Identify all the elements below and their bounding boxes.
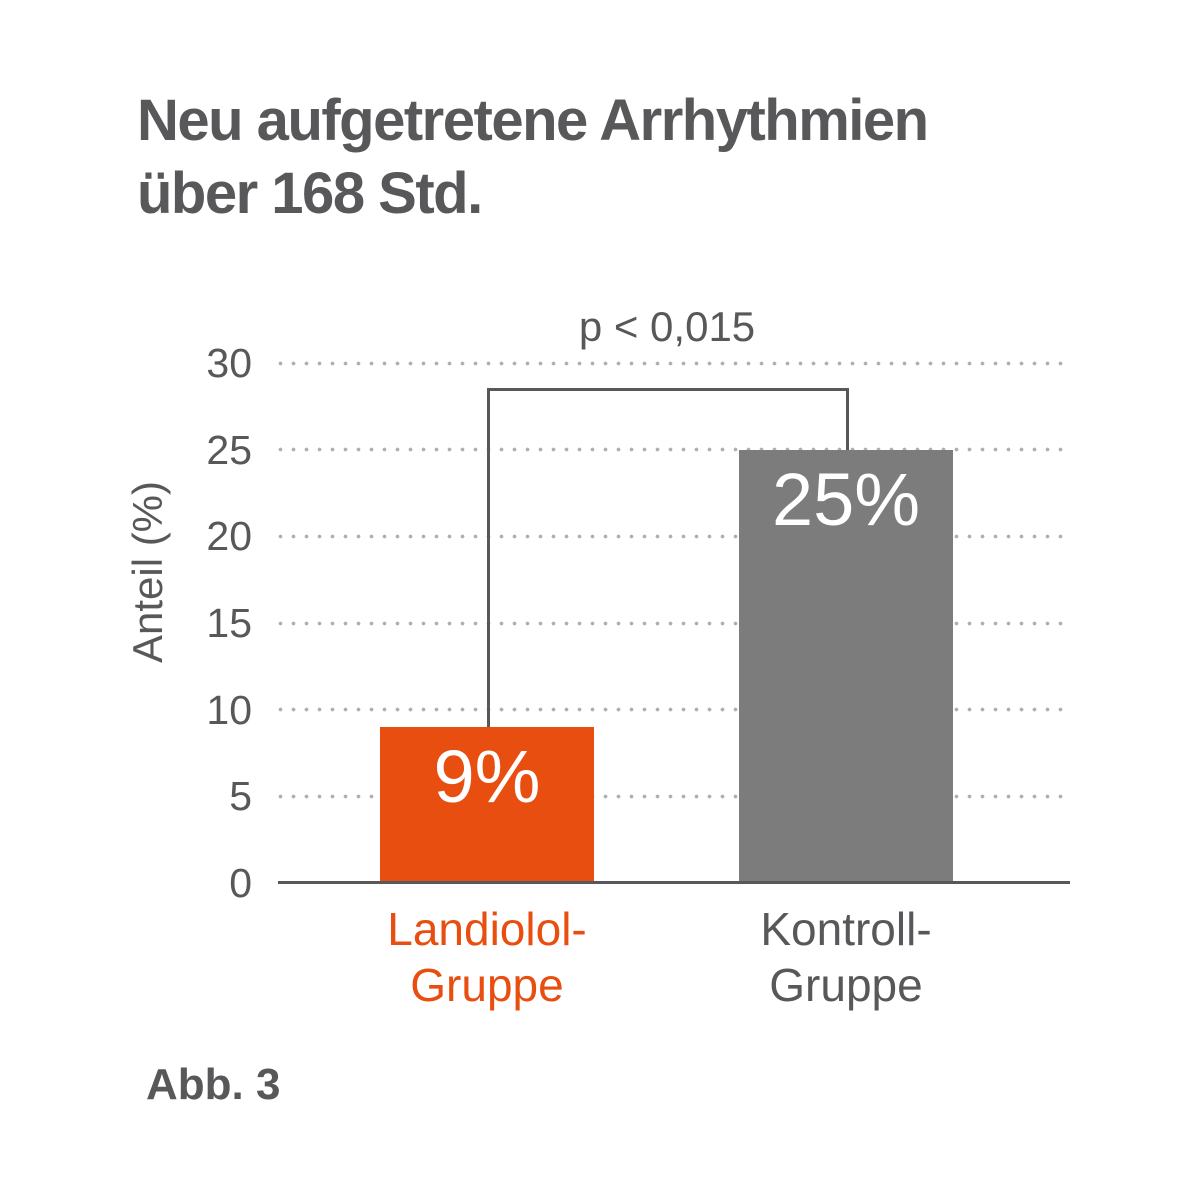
x-axis-line [278, 881, 1070, 884]
chart-title-line1: Neu aufgetretene Arrhythmien [137, 88, 929, 153]
x-axis-label-line: Gruppe [410, 959, 564, 1011]
y-tick-label-20: 20 [206, 513, 252, 560]
gridline-25 [278, 447, 1070, 453]
p-value-annotation: p < 0,015 [578, 303, 756, 350]
figure-caption: Abb. 3 [146, 1060, 281, 1109]
bracket-right-vertical [846, 388, 849, 450]
bar-kontroll-gruppe: 25% [739, 449, 953, 883]
x-axis-label-kontroll-gruppe: Kontroll- Gruppe [666, 901, 1026, 1013]
x-axis-label-line: Landiolol- [387, 903, 587, 955]
chart-title-line2: über 168 Std. [137, 161, 483, 226]
chart-title: Neu aufgetretene Arrhythmien über 168 St… [137, 84, 929, 230]
x-axis-label-line: Gruppe [769, 959, 923, 1011]
bracket-horizontal [487, 388, 849, 391]
gridline-5 [278, 793, 1070, 799]
y-tick-label-25: 25 [206, 426, 252, 473]
bar-landiolol-gruppe: 9% [380, 727, 594, 883]
gridline-20 [278, 533, 1070, 539]
y-tick-label-5: 5 [229, 773, 252, 820]
y-tick-label-10: 10 [206, 686, 252, 733]
bracket-left-vertical [487, 388, 490, 727]
x-axis-label-line: Kontroll- [760, 903, 932, 955]
gridline-30 [278, 360, 1070, 366]
gridline-10 [278, 707, 1070, 713]
y-tick-label-0: 0 [229, 860, 252, 906]
bar-value-label: 9% [433, 735, 541, 818]
y-tick-label-15: 15 [206, 600, 252, 646]
bar-value-label: 25% [771, 457, 921, 541]
y-tick-label-30: 30 [206, 340, 252, 386]
x-axis-label-landiolol-gruppe: Landiolol- Gruppe [307, 901, 667, 1013]
gridline-15 [278, 620, 1070, 626]
